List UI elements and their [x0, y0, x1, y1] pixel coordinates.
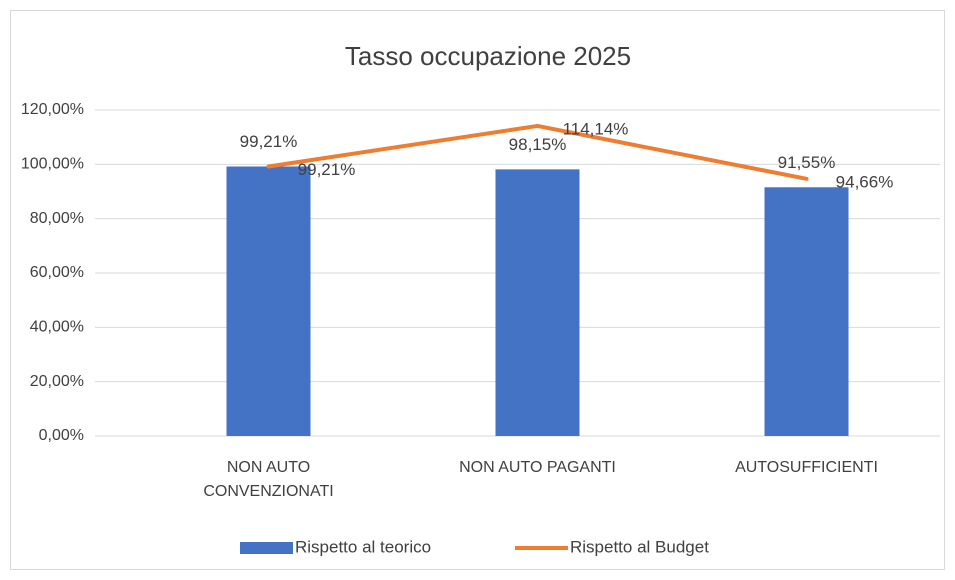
- x-tick-label: NON AUTO CONVENZIONATI: [203, 459, 333, 500]
- y-tick-label: 80,00%: [30, 210, 84, 227]
- y-tick-label: 40,00%: [30, 319, 84, 336]
- y-tick-label: 0,00%: [39, 427, 84, 444]
- y-tick-label: 60,00%: [30, 264, 84, 281]
- bar: [226, 166, 311, 437]
- data-label: 91,55%: [778, 153, 836, 172]
- y-tick-label: 20,00%: [30, 373, 84, 390]
- bar: [495, 169, 580, 436]
- data-label: 94,66%: [836, 172, 894, 191]
- data-label: 99,21%: [240, 132, 298, 151]
- legend-label: Rispetto al teorico: [295, 537, 431, 556]
- data-label: 114,14%: [563, 119, 629, 138]
- x-tick-label: NON AUTO PAGANTI: [459, 459, 616, 476]
- y-tick-label: 100,00%: [21, 156, 84, 173]
- y-tick-label: 120,00%: [21, 101, 84, 118]
- legend-label: Rispetto al Budget: [570, 537, 709, 556]
- line: [266, 123, 809, 181]
- data-label: 98,15%: [509, 135, 567, 154]
- chart-title: Tasso occupazione 2025: [345, 41, 631, 71]
- bar: [764, 187, 849, 436]
- x-tick-label: AUTOSUFFICIENTI: [735, 459, 878, 476]
- data-label: 99,21%: [298, 160, 356, 179]
- legend-swatch: [240, 542, 293, 554]
